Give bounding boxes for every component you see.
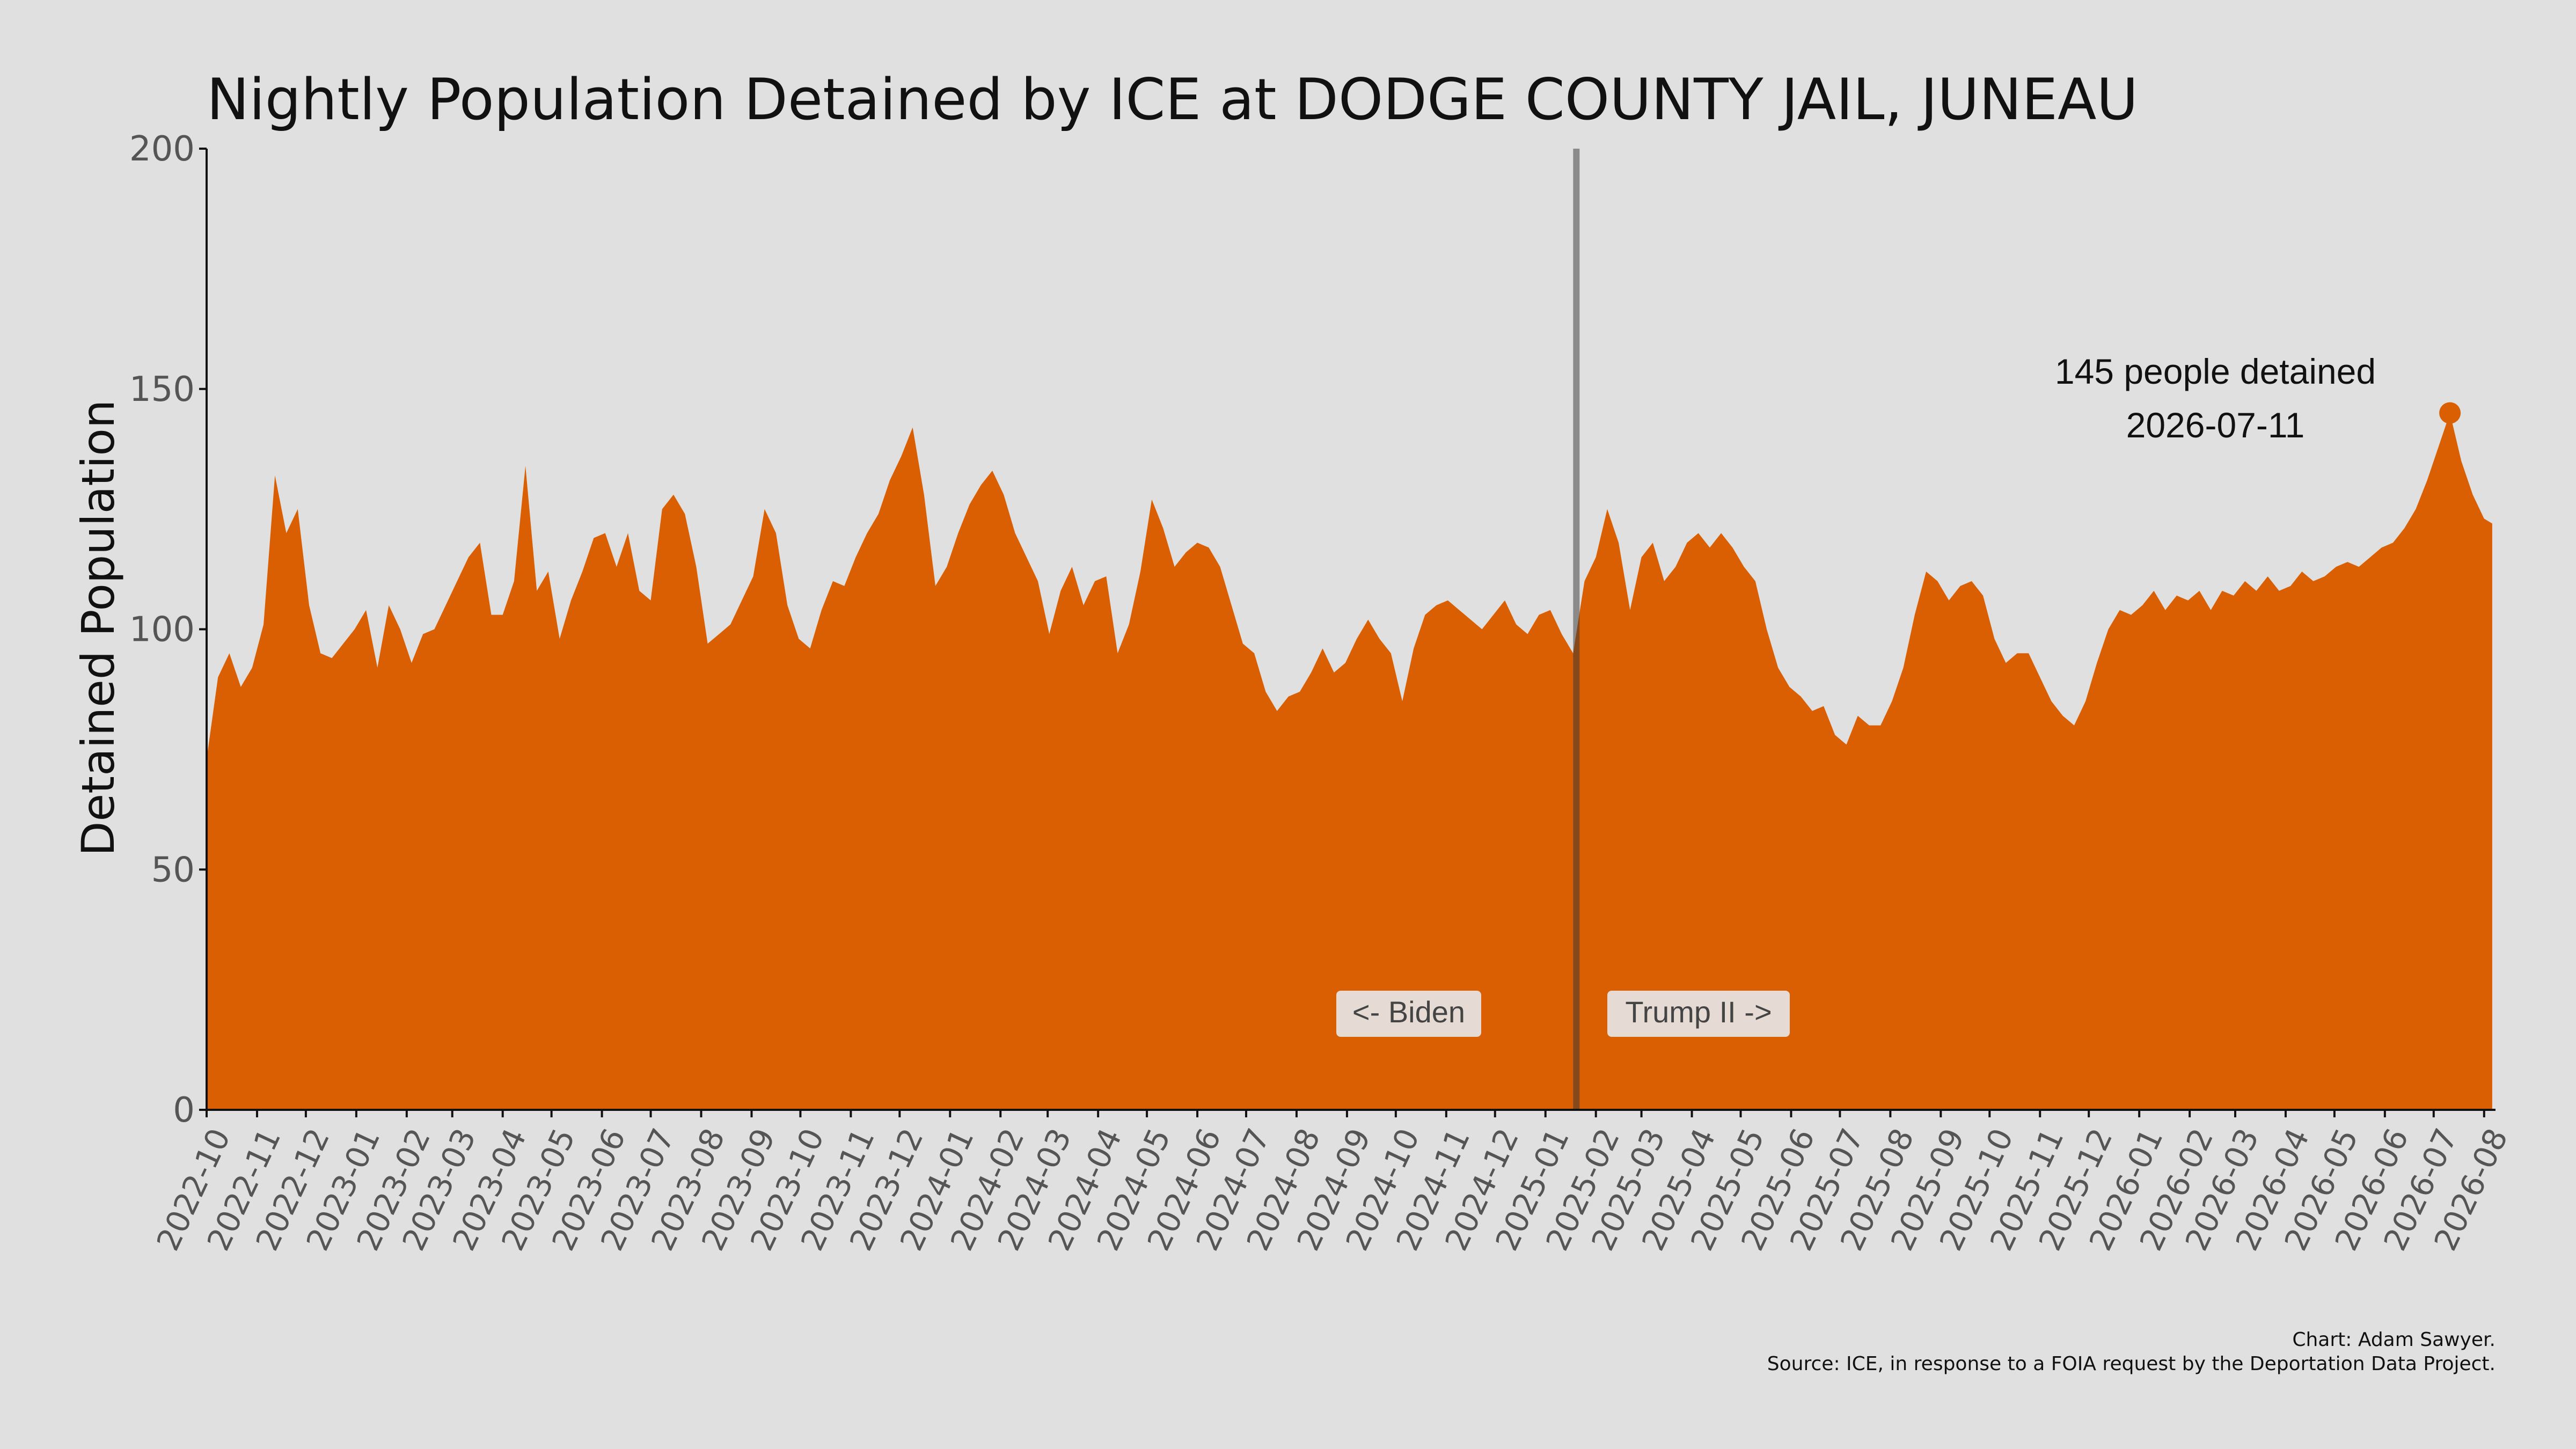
chart-title: Nightly Population Detained by ICE at DO… (207, 67, 2138, 133)
x-axis: 2022-102022-112022-122023-012023-022023-… (149, 1109, 2515, 1256)
y-axis-label: Detained Population (72, 400, 125, 856)
y-tick-label: 150 (129, 370, 195, 409)
series-area (207, 413, 2492, 1110)
peak-marker (2439, 402, 2461, 424)
era-label-biden: <- Biden (1336, 991, 1481, 1037)
y-tick-label: 100 (129, 610, 195, 650)
credit-author: Chart: Adam Sawyer. (2292, 1329, 2496, 1351)
y-axis: 0 50 100 150 200 (129, 129, 208, 1130)
peak-annotation-line1: 145 people detained (2055, 352, 2376, 391)
era-label-trump: Trump II -> (1607, 991, 1790, 1037)
credit-source: Source: ICE, in response to a FOIA reque… (1767, 1353, 2496, 1375)
peak-annotation-line2: 2026-07-11 (2126, 405, 2305, 445)
plot-area (207, 413, 2492, 1110)
y-tick-label: 0 (173, 1091, 195, 1130)
era-label-biden-text: <- Biden (1352, 995, 1465, 1029)
y-tick-label: 50 (151, 850, 195, 890)
y-tick-label: 200 (129, 129, 195, 169)
era-label-trump-text: Trump II -> (1625, 995, 1772, 1029)
